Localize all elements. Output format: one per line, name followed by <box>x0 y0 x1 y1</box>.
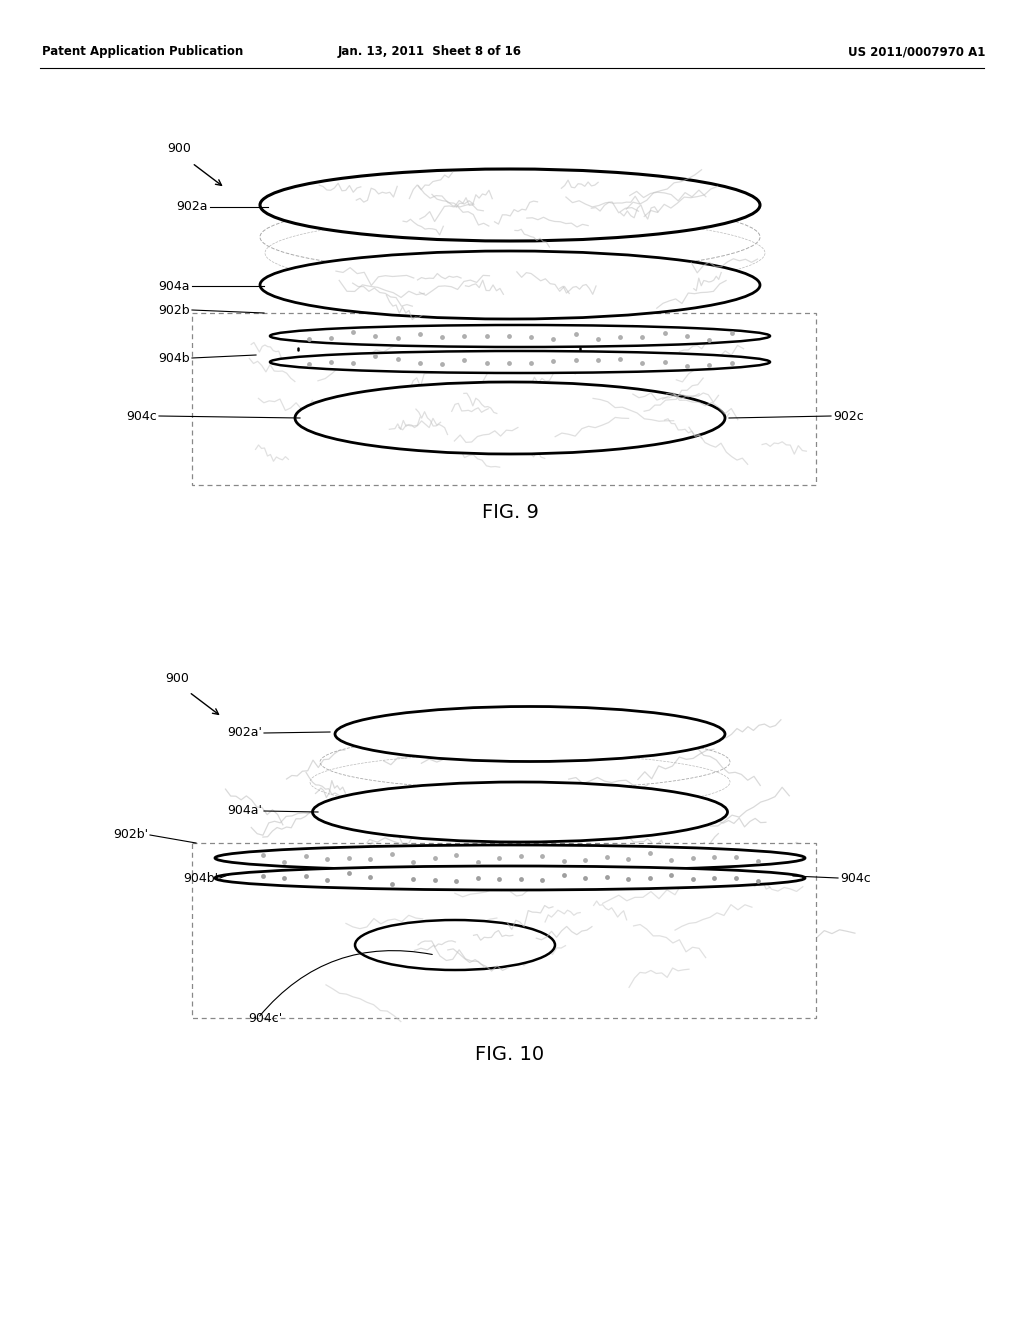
Text: 900: 900 <box>167 141 190 154</box>
Text: FIG. 9: FIG. 9 <box>481 503 539 523</box>
Text: 904b: 904b <box>159 351 190 364</box>
Bar <box>193 313 816 484</box>
Text: 902a': 902a' <box>227 726 262 739</box>
Text: 904a: 904a <box>159 280 190 293</box>
Text: 902b': 902b' <box>113 829 148 842</box>
Text: Jan. 13, 2011  Sheet 8 of 16: Jan. 13, 2011 Sheet 8 of 16 <box>338 45 522 58</box>
Ellipse shape <box>260 169 760 242</box>
Text: 900: 900 <box>165 672 188 685</box>
Text: 904c': 904c' <box>248 1011 283 1024</box>
Text: 904c: 904c <box>126 409 157 422</box>
Ellipse shape <box>312 781 727 842</box>
Text: 902c: 902c <box>833 409 864 422</box>
Text: Patent Application Publication: Patent Application Publication <box>42 45 244 58</box>
Text: 904c: 904c <box>840 871 870 884</box>
Ellipse shape <box>295 381 725 454</box>
Text: 904b': 904b' <box>183 871 218 884</box>
Text: 904a': 904a' <box>227 804 262 817</box>
Ellipse shape <box>355 920 555 970</box>
Ellipse shape <box>270 325 770 347</box>
Text: 902b: 902b <box>159 304 190 317</box>
Text: US 2011/0007970 A1: US 2011/0007970 A1 <box>848 45 985 58</box>
Ellipse shape <box>270 351 770 374</box>
Ellipse shape <box>215 845 805 871</box>
Ellipse shape <box>335 706 725 762</box>
Ellipse shape <box>215 866 805 890</box>
Text: 902a: 902a <box>176 201 208 214</box>
Text: FIG. 10: FIG. 10 <box>475 1045 545 1064</box>
Bar <box>193 843 816 1018</box>
Ellipse shape <box>260 251 760 319</box>
